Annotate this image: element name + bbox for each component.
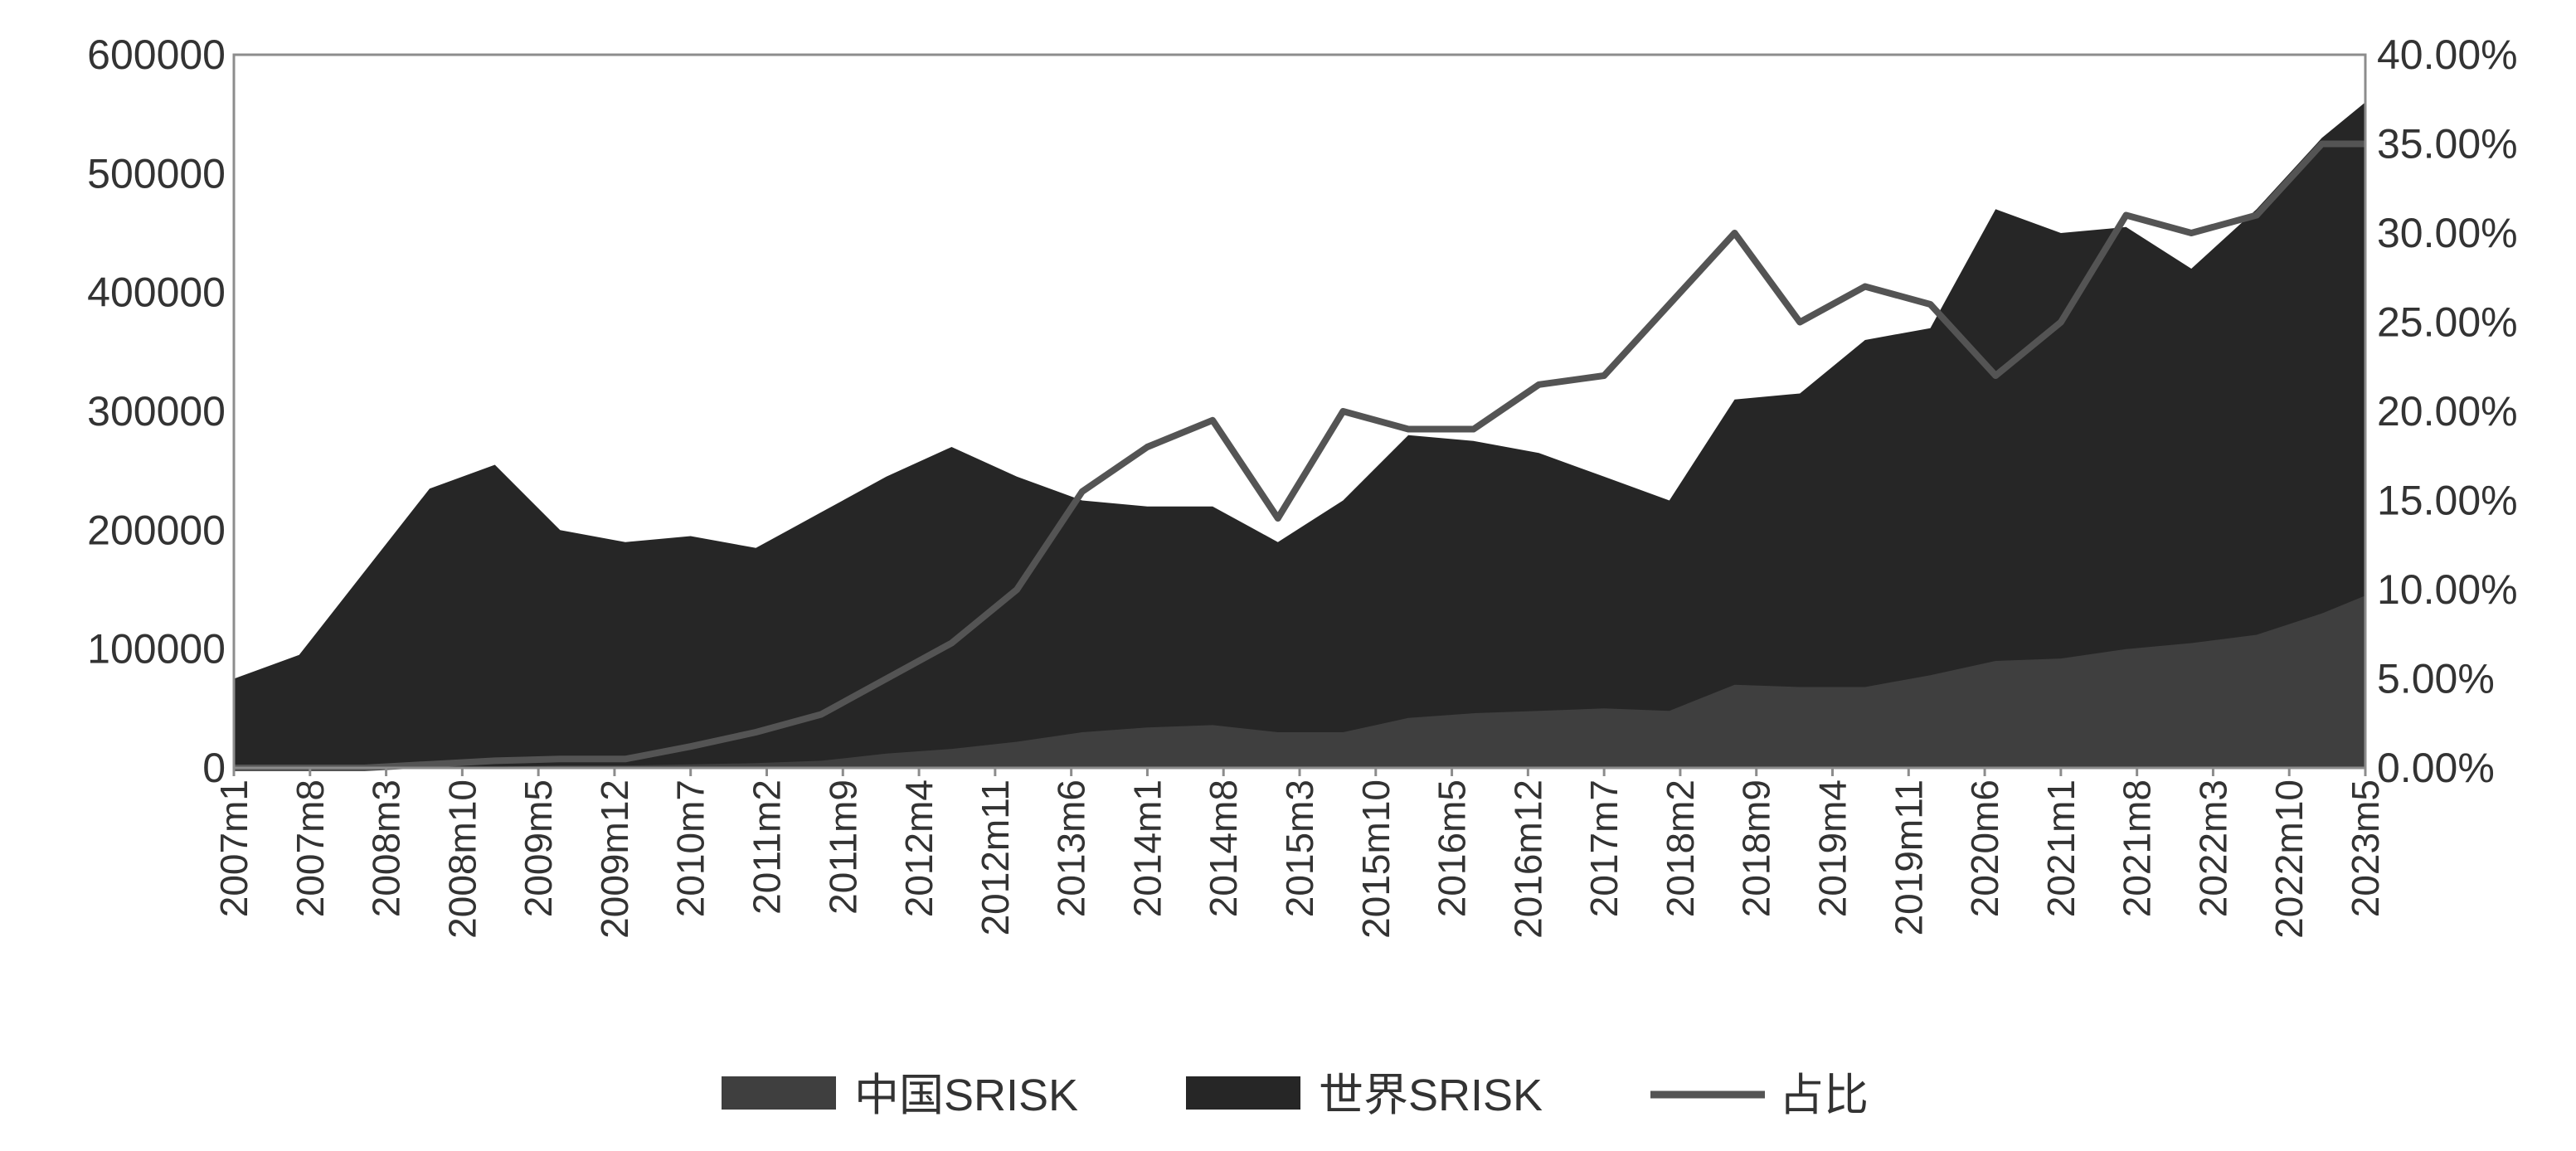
y2-tick-label: 10.00%	[2377, 566, 2518, 613]
x-tick-label: 2011m9	[821, 779, 864, 915]
legend-ratio-label: 占比	[1779, 1071, 1869, 1120]
y2-tick-label: 0.00%	[2377, 745, 2495, 791]
x-tick-label: 2007m1	[212, 779, 255, 917]
x-tick-label: 2019m4	[1811, 779, 1854, 917]
x-tick-label: 2018m9	[1735, 779, 1778, 917]
y-tick-label: 600000	[87, 32, 226, 78]
x-tick-label: 2018m2	[1659, 779, 1702, 917]
y-tick-label: 400000	[87, 270, 226, 316]
x-tick-label: 2008m10	[440, 779, 484, 939]
y2-tick-label: 40.00%	[2377, 32, 2518, 78]
x-tick-label: 2009m5	[517, 779, 560, 917]
x-tick-label: 2015m10	[1354, 779, 1397, 939]
y2-tick-label: 25.00%	[2377, 299, 2518, 346]
y2-tick-label: 20.00%	[2377, 388, 2518, 435]
y-tick-label: 300000	[87, 388, 226, 435]
axes: 600000 500000 400000 300000 200000 100000 0 40.…	[87, 32, 2517, 939]
x-tick-label: 2019m11	[1887, 779, 1930, 935]
y2-tick-label: 15.00%	[2377, 478, 2518, 524]
x-tick-label: 2012m4	[897, 779, 940, 917]
x-tick-label: 2009m12	[593, 779, 636, 939]
y2-tick-label: 30.00%	[2377, 210, 2518, 256]
x-tick-label: 2017m7	[1582, 779, 1626, 917]
y-tick-label: 500000	[87, 150, 226, 197]
x-tick-label: 2023m5	[2344, 779, 2387, 917]
y2-tick-label: 5.00%	[2377, 656, 2495, 702]
x-tick-label: 2016m5	[1431, 779, 1474, 917]
legend-world-srisk-label: 世界SRISK	[1319, 1071, 1543, 1120]
x-tick-label: 2008m3	[365, 779, 408, 917]
y-tick-label: 100000	[87, 626, 226, 673]
legend-world-srisk-swatch	[1186, 1076, 1300, 1110]
x-tick-label: 2022m10	[2267, 779, 2311, 939]
series-line-ratio	[234, 140, 2365, 771]
legend: 中国SRISK 世界SRISK 占比	[722, 1071, 1869, 1120]
x-tick-label: 2020m6	[1963, 779, 2006, 917]
legend-china-srisk-swatch	[722, 1076, 836, 1110]
x-tick-label: 2015m3	[1278, 779, 1321, 917]
y-tick-label: 200000	[87, 507, 226, 553]
x-tick-label: 2007m8	[289, 779, 332, 917]
x-tick-label: 2013m6	[1050, 779, 1093, 917]
x-tick-label: 2011m2	[746, 779, 789, 915]
legend-china-srisk-label: 中国SRISK	[854, 1071, 1078, 1120]
plot-area	[234, 102, 2365, 771]
series-area-world-srisk	[234, 102, 2365, 769]
x-tick-label: 2016m12	[1506, 779, 1549, 939]
x-tick-label: 2014m8	[1202, 779, 1245, 917]
y-tick-label: 0	[202, 745, 226, 791]
y2-tick-label: 35.00%	[2377, 121, 2518, 168]
x-tick-label: 2021m8	[2116, 779, 2159, 917]
x-tick-label: 2022m3	[2191, 779, 2234, 917]
x-tick-label: 2010m7	[669, 779, 712, 917]
x-tick-label: 2012m11	[974, 779, 1017, 935]
x-tick-label: 2021m1	[2039, 779, 2083, 917]
x-tick-label: 2014m1	[1125, 779, 1169, 917]
series-area-china-srisk	[234, 595, 2365, 768]
